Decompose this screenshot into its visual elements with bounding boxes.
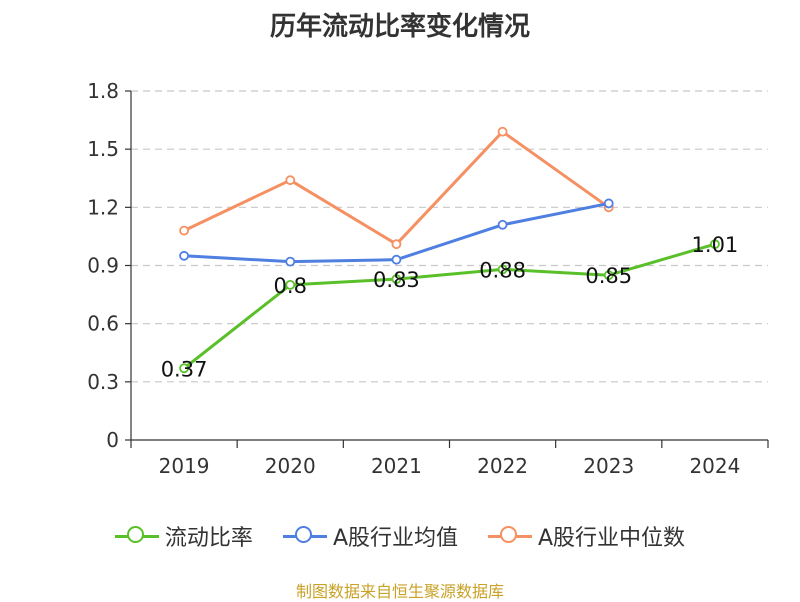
y-tick-label: 0 xyxy=(106,428,119,452)
y-tick-label: 1.5 xyxy=(87,137,119,161)
data-point[interactable] xyxy=(603,198,614,209)
legend-swatch-current-ratio xyxy=(114,525,159,547)
x-tick-label: 2022 xyxy=(477,454,528,478)
x-tick-label: 2019 xyxy=(159,454,210,478)
data-label: 0.85 xyxy=(585,264,632,288)
data-point[interactable] xyxy=(391,254,402,265)
data-label: 0.88 xyxy=(479,258,526,282)
data-point[interactable] xyxy=(497,264,508,275)
data-label: 0.37 xyxy=(161,357,208,381)
data-point[interactable] xyxy=(285,279,296,290)
data-point[interactable] xyxy=(285,175,296,186)
y-tick-label: 1.8 xyxy=(87,79,119,103)
y-tick-label: 0.6 xyxy=(87,312,119,336)
legend-item-industry-median[interactable]: A股行业中位数 xyxy=(488,520,685,552)
data-point[interactable] xyxy=(497,219,508,230)
x-tick-label: 2021 xyxy=(371,454,422,478)
data-point[interactable] xyxy=(603,270,614,281)
data-point[interactable] xyxy=(710,239,720,250)
data-labels: 0.37 0.8 0.83 0.88 0.85 1.01 xyxy=(161,233,739,381)
data-point[interactable] xyxy=(497,126,508,137)
source-note: 制图数据来自恒生聚源数据库 xyxy=(295,582,504,601)
axes: 0 0.3 0.6 0.9 1.2 1.5 1.8 2019 2020 2021 2022 2023 2… xyxy=(87,79,769,478)
line-chart: 0 0.3 0.6 0.9 1.2 1.5 1.8 2019 2020 2021 2022 2023 2… xyxy=(87,79,769,478)
data-point[interactable] xyxy=(391,239,402,250)
y-tick-label: 0.9 xyxy=(87,254,119,278)
series-line-0 xyxy=(183,242,716,370)
data-point[interactable] xyxy=(179,225,189,236)
legend-label: A股行业中位数 xyxy=(538,526,686,551)
data-point[interactable] xyxy=(179,250,189,261)
data-point[interactable] xyxy=(285,256,296,267)
legend-swatch-industry-median xyxy=(488,525,532,547)
legend-swatch-industry-mean xyxy=(282,525,327,547)
data-point[interactable] xyxy=(179,363,189,374)
legend-label: A股行业均值 xyxy=(332,526,458,551)
chart-title: 历年流动比率变化情况 xyxy=(269,12,530,42)
series-line-1 xyxy=(184,201,610,264)
legend-label: 流动比率 xyxy=(164,526,253,551)
x-tick-label: 2023 xyxy=(583,454,634,478)
legend: 流动比率 A股行业均值 A股行业中位数 xyxy=(0,520,800,552)
data-label: 1.01 xyxy=(692,233,739,257)
legend-item-current-ratio[interactable]: 流动比率 xyxy=(114,520,253,552)
y-tick-label: 1.2 xyxy=(87,195,119,219)
series-lines xyxy=(179,126,720,374)
grid-lines xyxy=(131,90,768,383)
data-point[interactable] xyxy=(391,274,402,284)
x-tick-label: 2024 xyxy=(689,454,740,478)
data-label: 0.8 xyxy=(274,274,307,298)
data-label: 0.83 xyxy=(373,268,420,292)
x-tick-label: 2020 xyxy=(265,454,316,478)
y-tick-label: 0.3 xyxy=(87,370,119,394)
legend-item-industry-mean[interactable]: A股行业均值 xyxy=(282,520,458,552)
